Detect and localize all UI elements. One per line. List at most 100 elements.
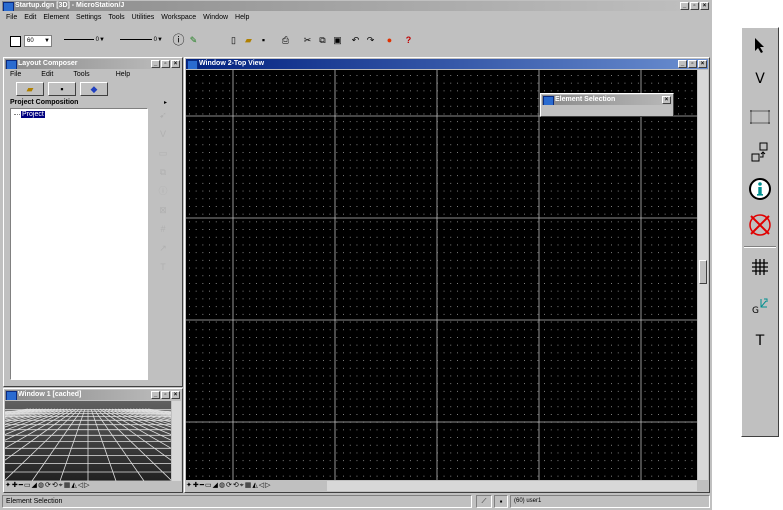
color-swatch[interactable]: [10, 36, 21, 47]
lock-icon[interactable]: ▪: [494, 495, 508, 508]
delete-element-tool[interactable]: [742, 214, 778, 236]
close-button[interactable]: ×: [171, 391, 180, 399]
save-icon[interactable]: ▪: [261, 35, 266, 45]
copy-icon[interactable]: ⧉: [319, 35, 326, 45]
window-2-title: Window 2-Top View: [199, 60, 265, 67]
maximize-button[interactable]: ▫: [690, 2, 699, 10]
close-button[interactable]: ×: [171, 60, 180, 68]
minimize-button[interactable]: _: [680, 2, 689, 10]
lc-menu-help[interactable]: Help: [115, 71, 131, 78]
window-2: Window 2-Top View _ ▫ × ✦✚━▭◢◍⟳⟲⌖▦◭◁▷: [184, 57, 710, 493]
menu-window[interactable]: Window: [203, 14, 229, 21]
maximize-button[interactable]: ▫: [688, 60, 697, 68]
menu-utilities[interactable]: Utilities: [131, 14, 155, 21]
main-window: Startup.dgn [3D] - MicroStation/J _ ▫ × …: [0, 0, 712, 510]
status-edit-indicator[interactable]: ⟋: [476, 495, 492, 508]
redo-icon[interactable]: ↷: [366, 35, 375, 45]
manipulate-tool[interactable]: G: [742, 294, 778, 316]
grid-tool[interactable]: [742, 256, 778, 278]
top-view-canvas[interactable]: [186, 70, 697, 480]
tool-separator: [744, 246, 776, 248]
paste-icon[interactable]: ▣: [333, 35, 342, 45]
style-value: 0: [153, 37, 158, 43]
element-selection-title-bar[interactable]: Element Selection ×: [542, 95, 672, 105]
text-icon[interactable]: T: [160, 262, 166, 272]
lc-menu-file[interactable]: File: [10, 71, 22, 78]
layout-composer-title-bar[interactable]: Layout Composer _ ▫ ×: [5, 59, 181, 69]
window-1-vscroll[interactable]: [172, 401, 181, 481]
level-combo[interactable]: 60 ▼: [24, 35, 52, 47]
app-icon: [3, 2, 14, 11]
window-2-title-bar[interactable]: Window 2-Top View _ ▫ ×: [186, 59, 708, 69]
minimize-button[interactable]: _: [151, 60, 160, 68]
lc-save-button[interactable]: ▪: [48, 82, 76, 96]
window-2-view-controls[interactable]: ✦✚━▭◢◍⟳⟲⌖▦◭◁▷: [186, 482, 272, 489]
copy-element-tool[interactable]: [742, 141, 778, 163]
analyze-element-tool[interactable]: [742, 178, 778, 200]
weight-combo[interactable]: 0▼: [62, 35, 112, 47]
window-1-title: Window 1 [cached]: [18, 391, 82, 398]
maximize-button[interactable]: ▫: [161, 60, 170, 68]
cut-icon[interactable]: ✂: [303, 35, 312, 45]
project-composition-title: Project Composition: [10, 99, 79, 106]
place-text-tool[interactable]: T: [742, 330, 778, 352]
print-icon[interactable]: ⎙: [281, 35, 290, 45]
lc-menu-tools[interactable]: Tools: [73, 71, 90, 78]
close-button[interactable]: ×: [698, 60, 707, 68]
render-icon[interactable]: ●: [386, 35, 393, 45]
tree-item-project[interactable]: Project: [14, 111, 45, 118]
scroll-thumb[interactable]: [699, 260, 707, 284]
select-tool[interactable]: V: [742, 68, 778, 90]
lc-composer-button[interactable]: ◆: [80, 82, 108, 96]
info-icon[interactable]: ⓘ: [172, 33, 185, 47]
info-icon[interactable]: ⓘ: [158, 186, 168, 196]
style-combo[interactable]: 0▼: [118, 35, 170, 47]
delete-icon: [749, 214, 771, 236]
element-selection-tool[interactable]: [742, 34, 778, 56]
element-select-icon[interactable]: V: [159, 129, 166, 139]
element-attributes-icon[interactable]: ✎: [189, 35, 198, 45]
close-button[interactable]: ×: [700, 2, 709, 10]
window-2-hscroll[interactable]: [327, 481, 697, 491]
delete-icon[interactable]: ⊠: [159, 205, 167, 215]
window-1-title-bar[interactable]: Window 1 [cached] _ ▫ ×: [5, 390, 181, 400]
copy-element-icon[interactable]: ⧉: [159, 167, 167, 177]
help-icon[interactable]: ?: [405, 35, 412, 45]
window-2-vscroll[interactable]: [698, 70, 708, 480]
dropdown-arrow-icon: ▼: [99, 37, 105, 43]
new-file-icon[interactable]: ▯: [231, 35, 236, 45]
maximize-button[interactable]: ▫: [161, 391, 170, 399]
select-icon[interactable]: ➹: [159, 110, 167, 120]
info-icon: [749, 178, 771, 200]
lc-open-button[interactable]: ▰: [16, 82, 44, 96]
minimize-button[interactable]: _: [151, 391, 160, 399]
panel-collapse-icon[interactable]: ▸: [164, 100, 168, 106]
perspective-grid-view[interactable]: [5, 401, 171, 481]
copy-element-icon: [751, 142, 768, 162]
lc-menu-edit[interactable]: Edit: [41, 71, 54, 78]
menu-edit[interactable]: Edit: [24, 14, 37, 21]
close-button[interactable]: ×: [662, 96, 671, 104]
place-fence-icon[interactable]: ▭: [158, 148, 168, 158]
grid-icon[interactable]: #: [160, 224, 166, 234]
undo-icon[interactable]: ↶: [351, 35, 360, 45]
window-1: Window 1 [cached] _ ▫ × ✦✚━▭◢◍⟳⟲⌖▦◭◁▷: [3, 388, 183, 493]
minimize-button[interactable]: _: [678, 60, 687, 68]
place-fence-tool[interactable]: [742, 106, 778, 128]
dropdown-arrow-icon: ▼: [157, 37, 163, 43]
menu-file[interactable]: File: [6, 14, 18, 21]
open-file-icon[interactable]: ▰: [245, 35, 252, 45]
window-1-view-controls[interactable]: ✦✚━▭◢◍⟳⟲⌖▦◭◁▷: [5, 482, 91, 489]
status-level-user: (60) user1: [510, 495, 710, 508]
move-icon[interactable]: ↗: [159, 243, 167, 253]
menu-element[interactable]: Element: [43, 14, 70, 21]
menu-workspace[interactable]: Workspace: [161, 14, 197, 21]
menu-settings[interactable]: Settings: [76, 14, 102, 21]
menu-tools[interactable]: Tools: [108, 14, 125, 21]
status-text: Element Selection: [6, 498, 63, 505]
menu-help[interactable]: Help: [235, 14, 250, 21]
app-icon: [187, 60, 198, 69]
element-selection-dialog: Element Selection ×: [540, 93, 674, 117]
status-bar: Element Selection ⟋ ▪ (60) user1: [2, 495, 710, 508]
app-icon: [543, 96, 554, 105]
